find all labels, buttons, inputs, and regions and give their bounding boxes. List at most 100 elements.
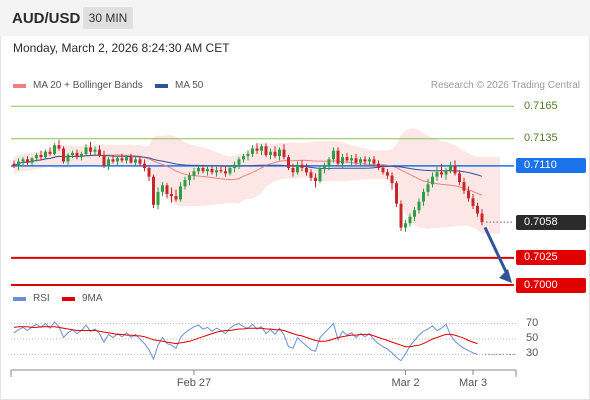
research-credit: Research © 2026 Trading Central [430, 80, 580, 91]
candle-body [111, 159, 115, 162]
candle-body [98, 149, 101, 155]
candle-body [201, 168, 205, 172]
candle-body [170, 194, 173, 197]
level-label-pivot: 0.7110 [516, 158, 586, 174]
bollinger-band [14, 128, 500, 234]
timeframe-button[interactable]: 30 MIN [83, 7, 133, 29]
candle-body [125, 157, 128, 161]
legend-ma20: MA 20 + Bollinger Bands [13, 80, 143, 91]
candle-body [237, 159, 241, 165]
candle-body [197, 168, 200, 172]
candle-body [435, 172, 439, 177]
candle-body [188, 175, 191, 180]
rsi-swatch-icon [13, 296, 26, 301]
candle-body [21, 159, 25, 162]
rsi-ma-swatch-icon [62, 296, 75, 301]
candle-body [66, 155, 70, 162]
legend-rsi-label: RSI [33, 293, 50, 304]
candle-body [62, 148, 65, 162]
level-label-resistance: 0.7135 [524, 132, 558, 145]
candle-body [462, 182, 466, 191]
candle-body [242, 156, 245, 160]
legend-ma20-label: MA 20 + Bollinger Bands [33, 80, 143, 91]
candle-body [480, 213, 484, 223]
legend-ma50: MA 50 [155, 80, 203, 91]
rsi-tick-label: 70 [526, 316, 539, 329]
candle-body [359, 159, 362, 163]
rsi-tick-label: 30 [526, 347, 539, 360]
legend-rsi: RSI [13, 293, 50, 304]
candle-body [332, 150, 335, 160]
candle-body [314, 177, 317, 181]
symbol-title: AUD/USD [12, 10, 81, 27]
candle-body [426, 184, 430, 192]
candle-body [395, 183, 398, 204]
datetime-label: Monday, March 2, 2026 8:24:30 AM CET [13, 41, 230, 55]
legend-rsi-ma: 9MA [62, 293, 103, 304]
candle-body [206, 169, 209, 172]
candle-body [377, 163, 380, 168]
level-label-resistance: 0.7165 [524, 99, 558, 112]
candle-body [93, 149, 97, 152]
candle-body [422, 191, 425, 202]
candle-body [390, 175, 394, 184]
candle-body [107, 159, 110, 166]
candle-body [327, 159, 331, 166]
candle-body [210, 169, 214, 173]
level-label-support: 0.7025 [516, 250, 586, 266]
candle-body [363, 159, 367, 162]
candle-body [26, 159, 29, 163]
candle-body [228, 168, 232, 174]
candle-body [152, 176, 155, 205]
candle-body [386, 172, 389, 176]
candle-body [219, 170, 223, 172]
candle-body [35, 155, 38, 159]
candle-body [255, 148, 259, 151]
candle-body [260, 146, 263, 151]
candle-body [368, 159, 371, 162]
ma50-swatch-icon [155, 83, 168, 88]
candle-body [174, 196, 178, 200]
candle-body [17, 161, 20, 166]
candle-body [467, 190, 470, 199]
candle-body [57, 145, 61, 149]
candle-body [251, 148, 254, 154]
candle-body [309, 172, 313, 178]
candle-body [458, 173, 461, 183]
candle-body [48, 151, 52, 154]
candle-body [161, 185, 164, 192]
candle-body [354, 158, 358, 163]
candle-body [273, 151, 277, 157]
ma20-swatch-icon [13, 83, 26, 88]
candle-body [282, 149, 286, 158]
candle-body [179, 186, 182, 200]
candle-body [44, 151, 47, 158]
candle-body [413, 210, 416, 217]
candle-body [399, 203, 403, 228]
candle-body [39, 155, 43, 158]
candle-body [404, 223, 407, 228]
candle-body [134, 159, 137, 163]
candle-body [408, 216, 412, 224]
candle-body [305, 168, 308, 173]
candle-body [156, 191, 160, 205]
candle-body [89, 147, 92, 152]
x-tick-label: Feb 27 [176, 377, 212, 389]
legend-rsi-ma-label: 9MA [82, 293, 103, 304]
candle-body [440, 172, 443, 175]
candle-body [296, 164, 299, 173]
candle-body [12, 163, 16, 166]
candle-body [453, 165, 457, 174]
ma50-line [13, 154, 483, 177]
candle-body [278, 149, 281, 157]
candle-body [224, 171, 227, 174]
candle-body [192, 171, 196, 176]
candle-body [372, 159, 376, 164]
candle-body [318, 169, 322, 181]
candle-body [350, 158, 353, 161]
candle-body [264, 146, 268, 155]
candle-body [287, 157, 290, 168]
candle-body [345, 157, 349, 161]
rsi-tick-label: 50 [526, 332, 539, 344]
